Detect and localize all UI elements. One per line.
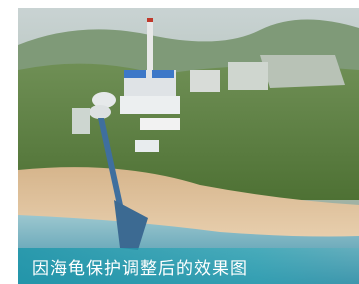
caption-bar: 因海龟保护调整后的效果图 bbox=[18, 248, 359, 284]
rendering-image bbox=[0, 0, 359, 284]
scene bbox=[18, 8, 359, 284]
page: 因海龟保护调整后的效果图 bbox=[0, 0, 359, 284]
caption-text: 因海龟保护调整后的效果图 bbox=[32, 254, 248, 279]
